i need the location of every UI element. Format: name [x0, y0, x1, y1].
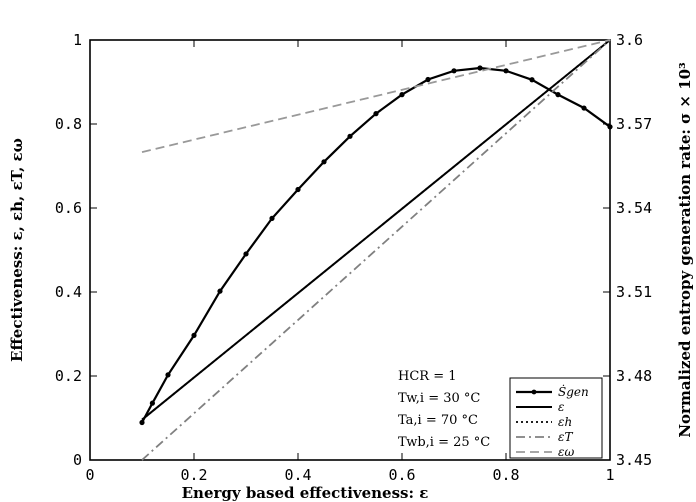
- y-tick-label-left: 0.2: [55, 367, 82, 385]
- series-point: [503, 68, 509, 74]
- x-tick-label: 0.4: [284, 466, 311, 484]
- series-point: [321, 159, 327, 165]
- series-point: [555, 92, 561, 98]
- y-tick-label-left: 0: [73, 451, 82, 469]
- series-point: [451, 68, 457, 74]
- y-tick-label-left: 0.8: [55, 115, 82, 133]
- series-point: [373, 111, 379, 117]
- y-tick-label-right: 3.45: [616, 451, 652, 469]
- y-axis-label-left: Effectiveness: ε, εh, εT, εω: [8, 138, 26, 362]
- y-axis-label-right: Normalized entropy generation rate: σ × …: [676, 62, 694, 437]
- series-point: [165, 372, 171, 378]
- x-tick-label: 0: [85, 466, 94, 484]
- series-line-0: [141, 66, 611, 424]
- annotation-twbi: Twb,i = 25 °C: [398, 435, 490, 450]
- legend-label: ε: [558, 400, 564, 414]
- y-tick-label-left: 0.4: [55, 283, 82, 301]
- annotation-block: HCR = 1 Tw,i = 30 °C Ta,i = 70 °C Twb,i …: [398, 369, 490, 450]
- legend-label: εT: [558, 430, 573, 444]
- annotation-twi: Tw,i = 30 °C: [398, 391, 480, 406]
- series-point: [295, 186, 301, 193]
- series-point: [269, 215, 275, 221]
- series-layer: [139, 39, 613, 461]
- y-tick-label-right: 3.57: [616, 115, 652, 133]
- x-tick-label: 0.8: [492, 466, 519, 484]
- legend-label: Ṡgen: [558, 383, 589, 399]
- plot-frame: [89, 39, 611, 461]
- series-point: [347, 133, 353, 139]
- x-tick-label: 1: [605, 466, 614, 484]
- series-point: [399, 92, 405, 98]
- series-point: [425, 76, 431, 83]
- series-point: [217, 288, 223, 294]
- series-point: [477, 65, 483, 71]
- y-tick-label-right: 3.51: [616, 283, 652, 301]
- series-point: [149, 400, 155, 406]
- legend-label: εh: [558, 415, 572, 429]
- y-tick-label-right: 3.54: [616, 199, 652, 217]
- series-point: [139, 419, 145, 426]
- y-tick-label-right: 3.48: [616, 367, 652, 385]
- legend-label: εω: [558, 445, 574, 459]
- series-line-2: [141, 39, 611, 421]
- series-point: [607, 124, 613, 130]
- ticks: 0 0.2 0.4 0.6 0.8 100.20.40.60.813.453.483.51…: [55, 31, 652, 484]
- y-tick-label-left: 0.6: [55, 199, 82, 217]
- x-axis-label: Energy based effectiveness: ε: [182, 484, 429, 502]
- series-point: [243, 251, 249, 257]
- x-tick-label: 0.2: [180, 466, 207, 484]
- legend-marker: [531, 389, 537, 395]
- series-point: [191, 332, 197, 338]
- y-tick-label-left: 1: [73, 31, 82, 49]
- y-tick-label-right: 3.6: [616, 31, 643, 49]
- series-line-4: [141, 39, 611, 153]
- annotation-tai: Ta,i = 70 °C: [398, 413, 478, 428]
- series-point: [529, 77, 535, 83]
- series-point: [581, 105, 587, 111]
- annotation-hcr: HCR = 1: [398, 369, 457, 384]
- x-tick-label: 0.6: [388, 466, 415, 484]
